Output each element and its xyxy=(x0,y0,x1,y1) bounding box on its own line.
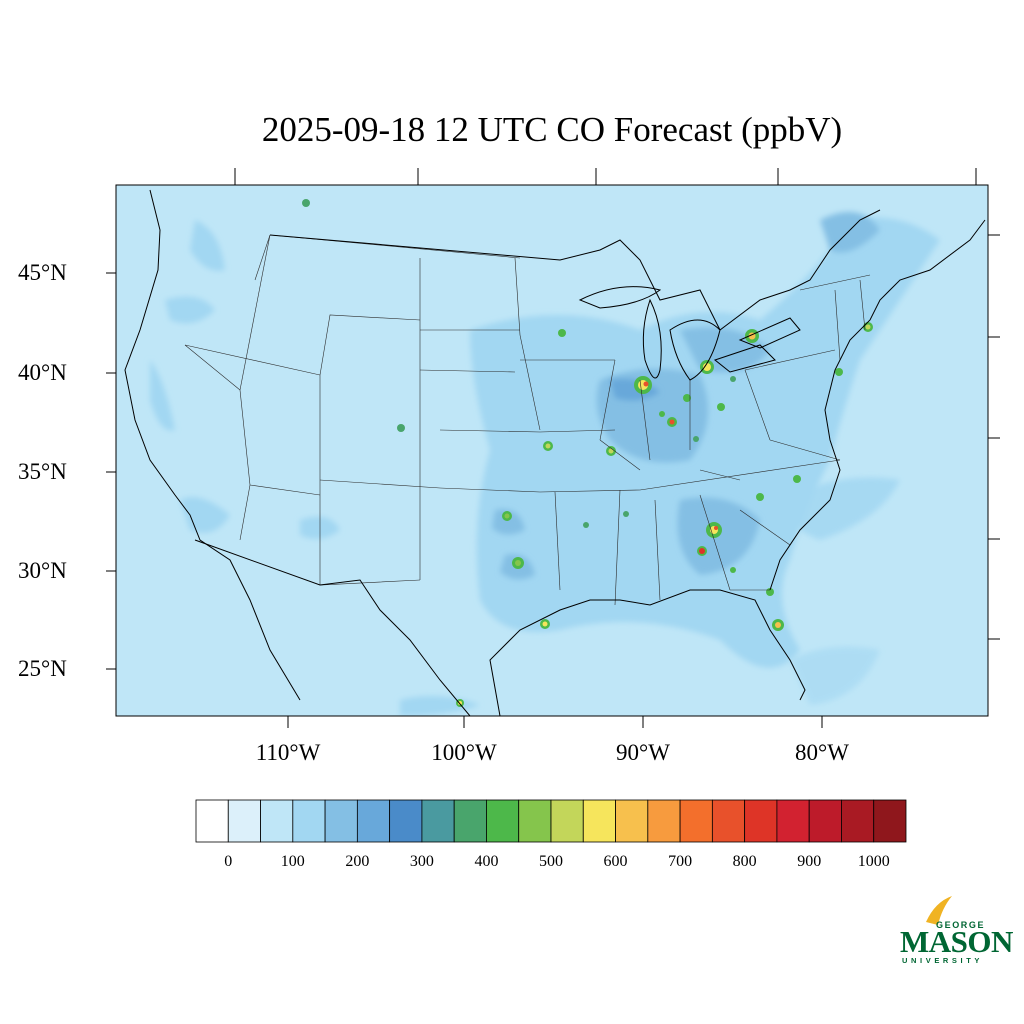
colorbar-box xyxy=(647,799,681,843)
coastlines xyxy=(124,189,986,716)
colorbar-box xyxy=(292,799,326,843)
colorbar-box xyxy=(582,799,616,843)
colorbar-label: 200 xyxy=(345,853,370,870)
hotspot xyxy=(542,621,548,627)
hotspot xyxy=(717,403,725,411)
colorbar-label: 600 xyxy=(603,853,628,870)
colorbar-label: 900 xyxy=(797,853,822,870)
gmu-logo: GEORGE MASON UNIVERSITY xyxy=(896,898,1013,968)
lon-label-90w: 90°W xyxy=(616,740,670,765)
hotspot xyxy=(693,436,699,442)
hotspot xyxy=(835,368,843,376)
hotspot xyxy=(608,448,614,454)
colorbar xyxy=(195,799,907,843)
lon-label-80w: 80°W xyxy=(795,740,849,765)
colorbar-box xyxy=(356,799,391,843)
hotspot xyxy=(583,522,589,528)
colorbar-box xyxy=(744,799,778,843)
lat-label-40: 40°N xyxy=(18,360,67,385)
colorbar-box xyxy=(711,799,746,843)
colorbar-box xyxy=(873,799,907,843)
hotspot xyxy=(302,199,310,207)
hotspot xyxy=(458,701,462,705)
colorbar-box xyxy=(421,799,455,843)
colorbar-label: 500 xyxy=(539,853,563,870)
logo-mason-text: MASON xyxy=(900,924,1013,959)
hotspot xyxy=(756,493,764,501)
hotspot xyxy=(669,419,675,425)
lon-label-110w: 110°W xyxy=(255,740,321,765)
colorbar-label: 300 xyxy=(409,853,434,870)
colorbar-box xyxy=(453,799,487,843)
colorbar-label: 1000 xyxy=(857,853,890,870)
state-borders xyxy=(184,234,871,606)
colorbar-box xyxy=(615,799,649,843)
colorbar-box xyxy=(679,799,713,843)
hotspot xyxy=(545,443,551,449)
colorbar-box xyxy=(389,799,423,843)
colorbar-box xyxy=(550,799,584,843)
hotspot-layer xyxy=(302,199,873,707)
hotspot xyxy=(699,548,705,554)
colorbar-box xyxy=(841,799,875,843)
lat-label-25: 25°N xyxy=(18,656,67,681)
tick-marks xyxy=(106,168,1000,728)
colorbar-box xyxy=(808,799,842,843)
colorbar-label: 700 xyxy=(668,853,693,870)
colorbar-label: 0 xyxy=(224,853,233,870)
colorbar-box xyxy=(776,799,810,843)
co-field xyxy=(124,189,986,716)
lat-label-45: 45°N xyxy=(18,260,67,285)
hotspot xyxy=(397,424,405,432)
hotspot xyxy=(515,560,521,566)
colorbar-box xyxy=(227,799,261,843)
logo-george-text: GEORGE xyxy=(936,920,986,930)
colorbar-box xyxy=(518,799,552,843)
lat-label-35: 35°N xyxy=(18,459,67,484)
hotspot xyxy=(703,363,711,371)
hotspot xyxy=(730,567,736,573)
colorbar-label: 400 xyxy=(474,853,499,870)
map-title: 2025-09-18 12 UTC CO Forecast (ppbV) xyxy=(261,110,843,149)
colorbar-box xyxy=(195,799,229,843)
colorbar-label: 100 xyxy=(280,853,305,870)
colorbar-box xyxy=(486,799,520,843)
map-frame xyxy=(115,184,989,717)
hotspot xyxy=(504,513,510,519)
hotspot xyxy=(623,511,629,517)
hotspot xyxy=(775,622,781,628)
hotspot xyxy=(793,475,801,483)
lat-label-30: 30°N xyxy=(18,558,67,583)
hotspot xyxy=(714,526,718,530)
hotspot xyxy=(730,376,736,382)
hotspot xyxy=(643,381,649,387)
colorbar-box xyxy=(324,799,358,843)
hotspot xyxy=(683,394,691,402)
logo-university-text: UNIVERSITY xyxy=(902,956,984,965)
hotspot xyxy=(865,324,871,330)
logo-swoosh-icon xyxy=(926,896,952,925)
lon-label-100w: 100°W xyxy=(431,740,497,765)
hotspot xyxy=(558,329,566,337)
hotspot xyxy=(659,411,665,417)
colorbar-box xyxy=(260,799,294,843)
colorbar-label: 800 xyxy=(732,853,757,870)
